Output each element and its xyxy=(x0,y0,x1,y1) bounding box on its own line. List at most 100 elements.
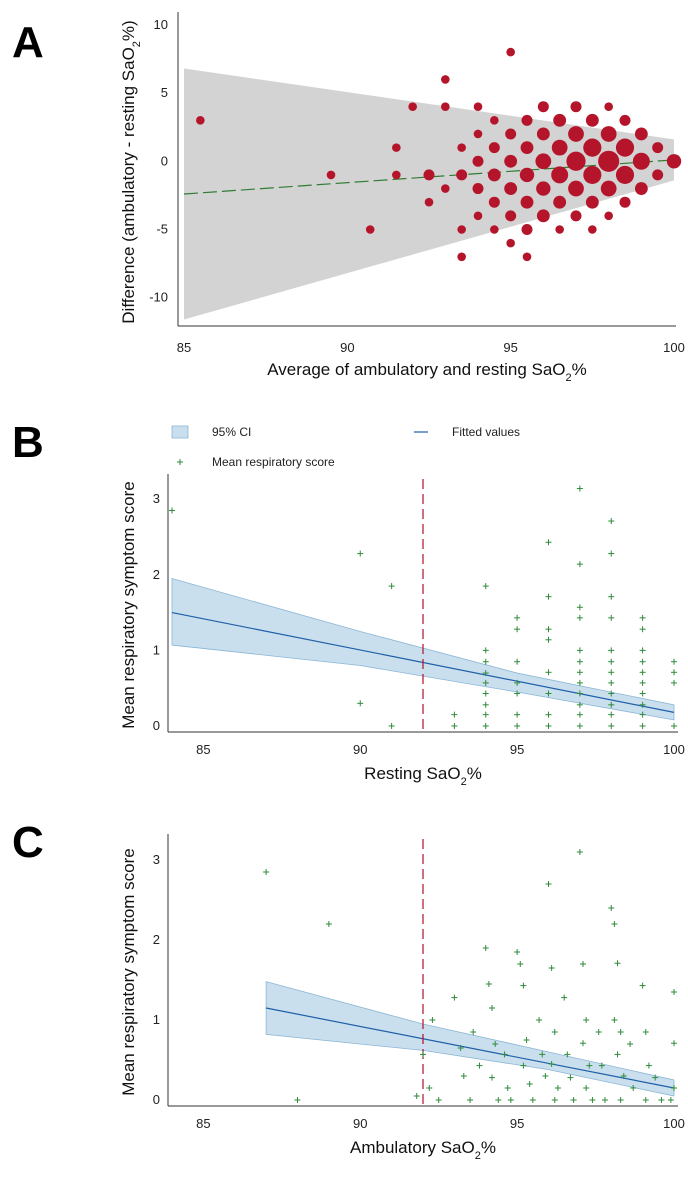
x-axis-title: Ambulatory SaO2% xyxy=(350,1138,496,1162)
x-tick-label: 90 xyxy=(353,742,367,757)
data-point xyxy=(514,626,521,633)
data-point xyxy=(642,1097,649,1103)
panel-label-c: C xyxy=(12,818,44,867)
data-point xyxy=(604,211,613,221)
data-point xyxy=(473,102,483,111)
data-point xyxy=(490,116,499,125)
data-point xyxy=(639,723,646,729)
data-point xyxy=(408,102,417,111)
data-point xyxy=(639,690,646,697)
y-tick-label: -10 xyxy=(149,290,168,305)
data-point xyxy=(473,211,483,221)
data-point xyxy=(451,723,458,729)
data-point xyxy=(545,636,552,643)
data-point xyxy=(588,225,597,234)
data-point xyxy=(614,960,621,967)
data-point xyxy=(566,151,586,171)
data-point xyxy=(537,101,549,113)
data-point xyxy=(426,1085,433,1091)
x-axis-title: Average of ambulatory and resting SaO2% xyxy=(267,360,587,384)
data-point xyxy=(608,647,615,654)
data-point xyxy=(608,690,615,697)
y-axis-title: Difference (ambulatory - resting SaO2%) xyxy=(119,20,143,323)
data-point xyxy=(507,1097,514,1103)
data-point xyxy=(460,1073,467,1079)
data-point xyxy=(608,658,615,665)
y-tick-label: 1 xyxy=(153,642,160,657)
y-axis-title: Mean respiratory symptom score xyxy=(119,481,138,729)
y-tick-label: 1 xyxy=(153,1012,160,1027)
y-tick-label: 0 xyxy=(161,153,168,168)
data-point xyxy=(620,1073,627,1079)
data-point xyxy=(482,723,489,729)
data-point xyxy=(505,210,517,222)
data-point xyxy=(482,711,489,718)
y-tick-label: 2 xyxy=(153,567,160,582)
data-point xyxy=(423,169,435,181)
data-point xyxy=(467,1097,474,1103)
data-point xyxy=(627,1041,634,1047)
data-point xyxy=(619,196,631,208)
data-point xyxy=(634,182,648,195)
data-point xyxy=(576,647,583,654)
data-point xyxy=(551,1029,558,1035)
data-point xyxy=(576,658,583,665)
data-point xyxy=(456,169,468,181)
x-tick-label: 85 xyxy=(196,1116,210,1131)
data-point xyxy=(639,626,646,633)
x-tick-label: 100 xyxy=(663,1116,685,1131)
data-point xyxy=(570,210,582,222)
y-tick-label: 0 xyxy=(153,1092,160,1107)
data-point xyxy=(539,1051,546,1058)
x-tick-label: 85 xyxy=(177,340,191,355)
panel-c-chart: 85 90 95 100 3 2 1 0 Ambulatory SaO2% Mean respir… xyxy=(119,834,685,1162)
data-point xyxy=(514,679,521,686)
data-point xyxy=(553,113,567,127)
data-point xyxy=(589,1097,596,1103)
data-point xyxy=(576,701,583,708)
legend-ci-label: 95% CI xyxy=(212,425,251,439)
data-point xyxy=(441,75,450,84)
data-point xyxy=(485,981,492,987)
data-point xyxy=(576,604,583,611)
data-point xyxy=(482,690,489,697)
data-point xyxy=(545,723,552,729)
data-point xyxy=(576,679,583,686)
data-point xyxy=(576,669,583,676)
data-point xyxy=(521,114,533,126)
data-point xyxy=(520,141,534,155)
data-point xyxy=(536,209,550,223)
data-point xyxy=(482,679,489,686)
data-point xyxy=(420,1051,426,1058)
data-point xyxy=(196,116,205,125)
legend-fit-label: Fitted values xyxy=(452,425,520,439)
data-point xyxy=(658,1097,665,1103)
data-point xyxy=(553,195,567,209)
data-point xyxy=(514,658,521,665)
legend-ci-swatch xyxy=(171,425,189,439)
data-point xyxy=(488,142,500,154)
x-tick-label: 95 xyxy=(510,1116,524,1131)
data-point xyxy=(551,139,568,156)
data-point xyxy=(492,1041,499,1047)
data-point xyxy=(611,1017,618,1023)
data-point xyxy=(482,658,489,665)
data-point xyxy=(482,945,489,951)
data-point xyxy=(639,711,646,718)
data-point xyxy=(472,183,484,195)
data-point xyxy=(457,143,466,152)
data-point xyxy=(576,485,583,492)
data-point xyxy=(608,679,615,686)
data-point xyxy=(608,593,615,600)
data-point xyxy=(576,614,583,621)
data-point xyxy=(634,127,648,141)
data-point xyxy=(523,1037,530,1043)
data-point xyxy=(514,614,521,621)
data-point xyxy=(545,711,552,718)
data-point xyxy=(586,1062,593,1069)
x-tick-label: 90 xyxy=(340,340,354,355)
data-point xyxy=(457,225,466,234)
data-point xyxy=(490,225,499,234)
